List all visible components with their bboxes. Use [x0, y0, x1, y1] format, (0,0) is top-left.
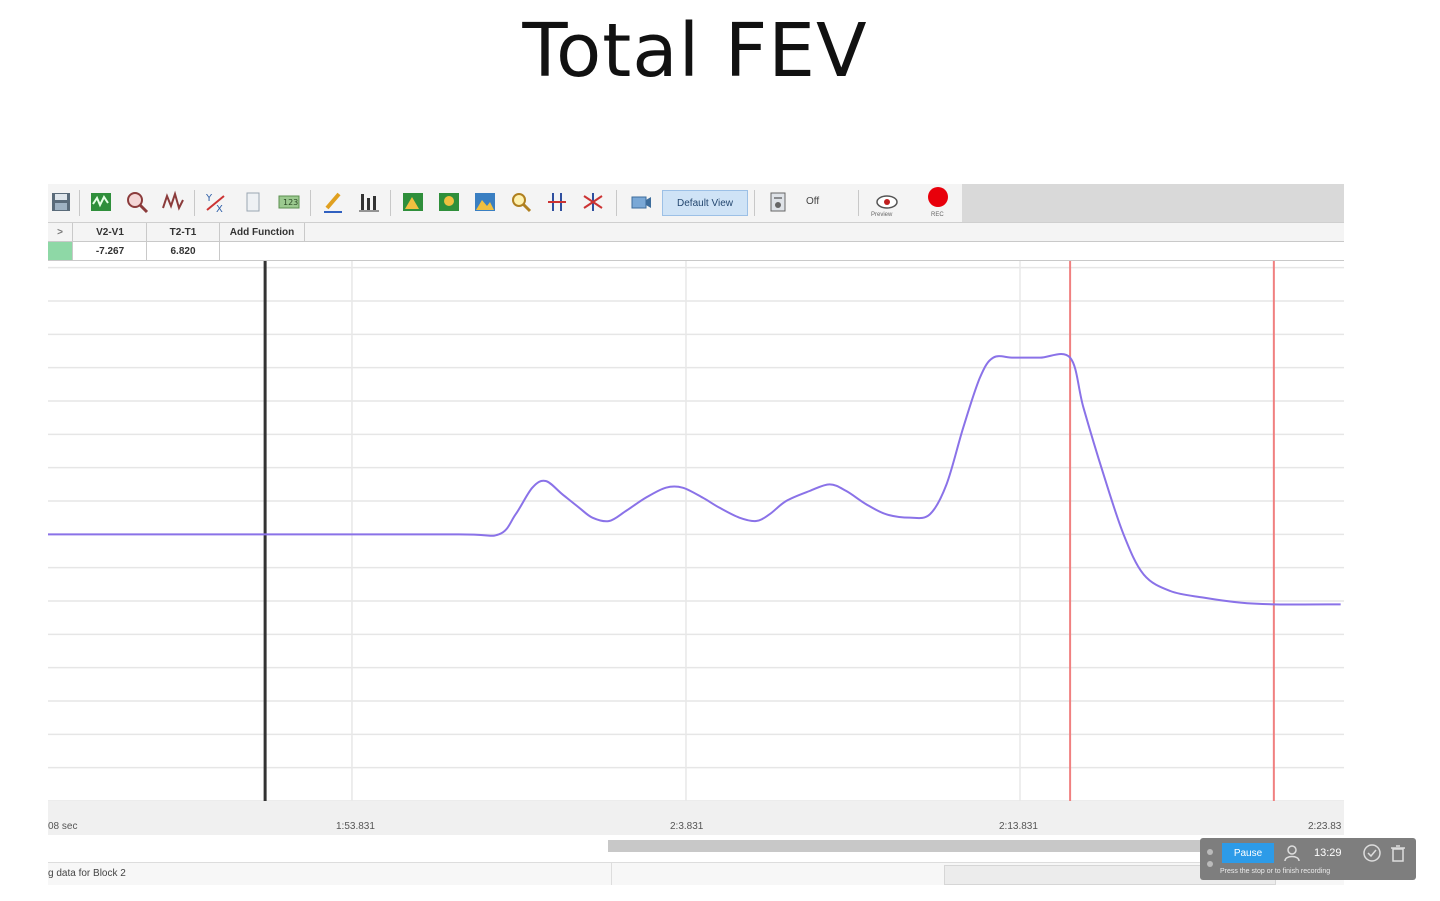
fev-trace-chart[interactable]: [48, 261, 1344, 801]
svg-text:Y: Y: [205, 193, 213, 204]
block-status-text: g data for Block 2: [48, 868, 126, 879]
horizontal-scrollbar[interactable]: [608, 840, 1344, 852]
recording-time: 13:29: [1314, 847, 1342, 859]
screen-recorder-widget: Pause 13:29 Press the stop or to finish …: [1200, 838, 1416, 880]
plot-background: [48, 261, 1344, 801]
calc-value-row: -7.267 6.820: [48, 242, 1344, 261]
notebook-icon[interactable]: [240, 189, 266, 215]
time-tick-label: 2:23.83: [1308, 821, 1342, 832]
rec-label: REC: [931, 212, 944, 218]
time-axis: 08 sec 1:53.831 2:3.831 2:13.831 2:23.83: [48, 801, 1344, 835]
mountain-icon[interactable]: [400, 189, 426, 215]
zoom-mountain-icon[interactable]: [436, 189, 462, 215]
svg-text:X: X: [216, 204, 223, 214]
calc-col1-value: -7.267: [74, 242, 147, 260]
toolbar-empty-area: [962, 184, 1344, 222]
drag-handle-icon[interactable]: [1204, 846, 1216, 872]
counter-icon[interactable]: 123: [276, 189, 302, 215]
calc-col1-header[interactable]: V2-V1: [74, 223, 147, 241]
record-dot-icon[interactable]: [928, 187, 948, 207]
calc-header-row: > V2-V1 T2-T1 Add Function: [48, 223, 1344, 242]
calculation-bar: > V2-V1 T2-T1 Add Function -7.267 6.820: [48, 223, 1344, 261]
time-tick-label: 1:53.831: [336, 821, 375, 832]
pause-button[interactable]: Pause: [1222, 843, 1274, 863]
expand-arrows-icon[interactable]: [544, 189, 570, 215]
landscape-icon[interactable]: [472, 189, 498, 215]
slide-title: Total FEV: [522, 8, 868, 94]
time-axis-unit-label: 08 sec: [48, 821, 78, 832]
channel-color-swatch: [48, 242, 73, 260]
spectrum-icon[interactable]: [160, 189, 186, 215]
zoom-magnifier-icon[interactable]: [124, 189, 150, 215]
stimulator-icon[interactable]: [766, 189, 792, 215]
preview-label: Preview: [871, 212, 893, 218]
status-bar: g data for Block 2: [48, 862, 1344, 885]
add-function-button[interactable]: Add Function: [220, 223, 305, 241]
default-view-button[interactable]: Default View: [662, 190, 748, 216]
save-icon[interactable]: [48, 189, 74, 215]
webcam-user-icon[interactable]: [1282, 843, 1302, 863]
stimulator-off-label: Off: [806, 196, 820, 207]
time-tick-label: 2:3.831: [670, 821, 704, 832]
scope-icon[interactable]: [88, 189, 114, 215]
calc-col2-header[interactable]: T2-T1: [147, 223, 220, 241]
svg-text:123: 123: [283, 198, 298, 207]
time-tick-label: 2:13.831: [999, 821, 1038, 832]
preview-eye-icon[interactable]: [874, 189, 900, 215]
checkmark-icon[interactable]: [1362, 843, 1382, 863]
calc-expand-arrow[interactable]: >: [48, 223, 73, 241]
compress-arrows-icon[interactable]: [580, 189, 606, 215]
trash-icon[interactable]: [1388, 843, 1408, 863]
calc-col2-value: 6.820: [147, 242, 220, 260]
fev-trace-line: [48, 353, 1341, 606]
recorder-hint: Press the stop or to finish recording: [1220, 868, 1331, 875]
magnifier-icon[interactable]: [508, 189, 534, 215]
marker-pen-icon[interactable]: [320, 189, 346, 215]
camera-icon[interactable]: [628, 189, 654, 215]
bar-chart-icon[interactable]: [356, 189, 382, 215]
